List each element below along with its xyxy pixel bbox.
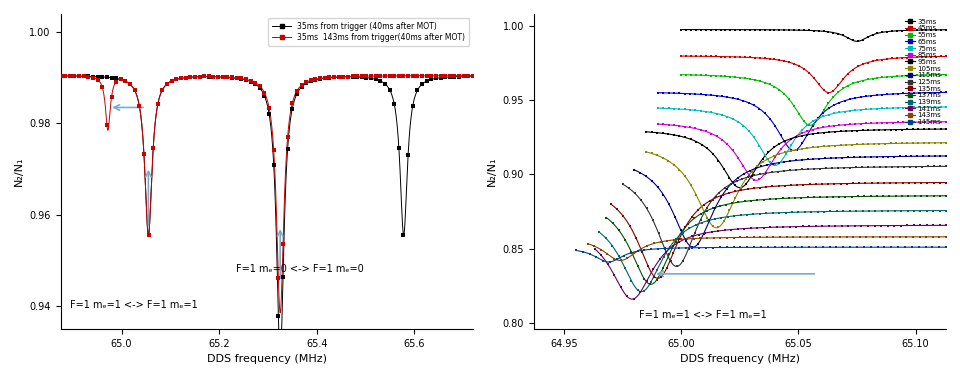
X-axis label: DDS frequency (MHz): DDS frequency (MHz) (680, 354, 800, 364)
Y-axis label: N₂/N₁: N₂/N₁ (487, 156, 497, 186)
Text: F=1 mₑ=1 <-> F=1 mₑ=1: F=1 mₑ=1 <-> F=1 mₑ=1 (639, 310, 767, 321)
Legend: 35ms from trigger (40ms after MOT), 35ms  143ms from trigger(40ms after MOT): 35ms from trigger (40ms after MOT), 35ms… (269, 18, 469, 46)
Y-axis label: N₂/N₁: N₂/N₁ (13, 156, 24, 186)
X-axis label: DDS frequency (MHz): DDS frequency (MHz) (206, 354, 326, 364)
Legend: 35ms, 45ms, 55ms, 65ms, 75ms, 85ms, 95ms, 105ms, 115ms, 125ms, 135ms, 137ms, 139: 35ms, 45ms, 55ms, 65ms, 75ms, 85ms, 95ms… (903, 17, 943, 127)
Text: F=1 mₑ=0 <-> F=1 mₑ=0: F=1 mₑ=0 <-> F=1 mₑ=0 (236, 264, 364, 274)
Text: F=1 mₑ=1 <-> F=1 mₑ=1: F=1 mₑ=1 <-> F=1 mₑ=1 (70, 300, 198, 310)
